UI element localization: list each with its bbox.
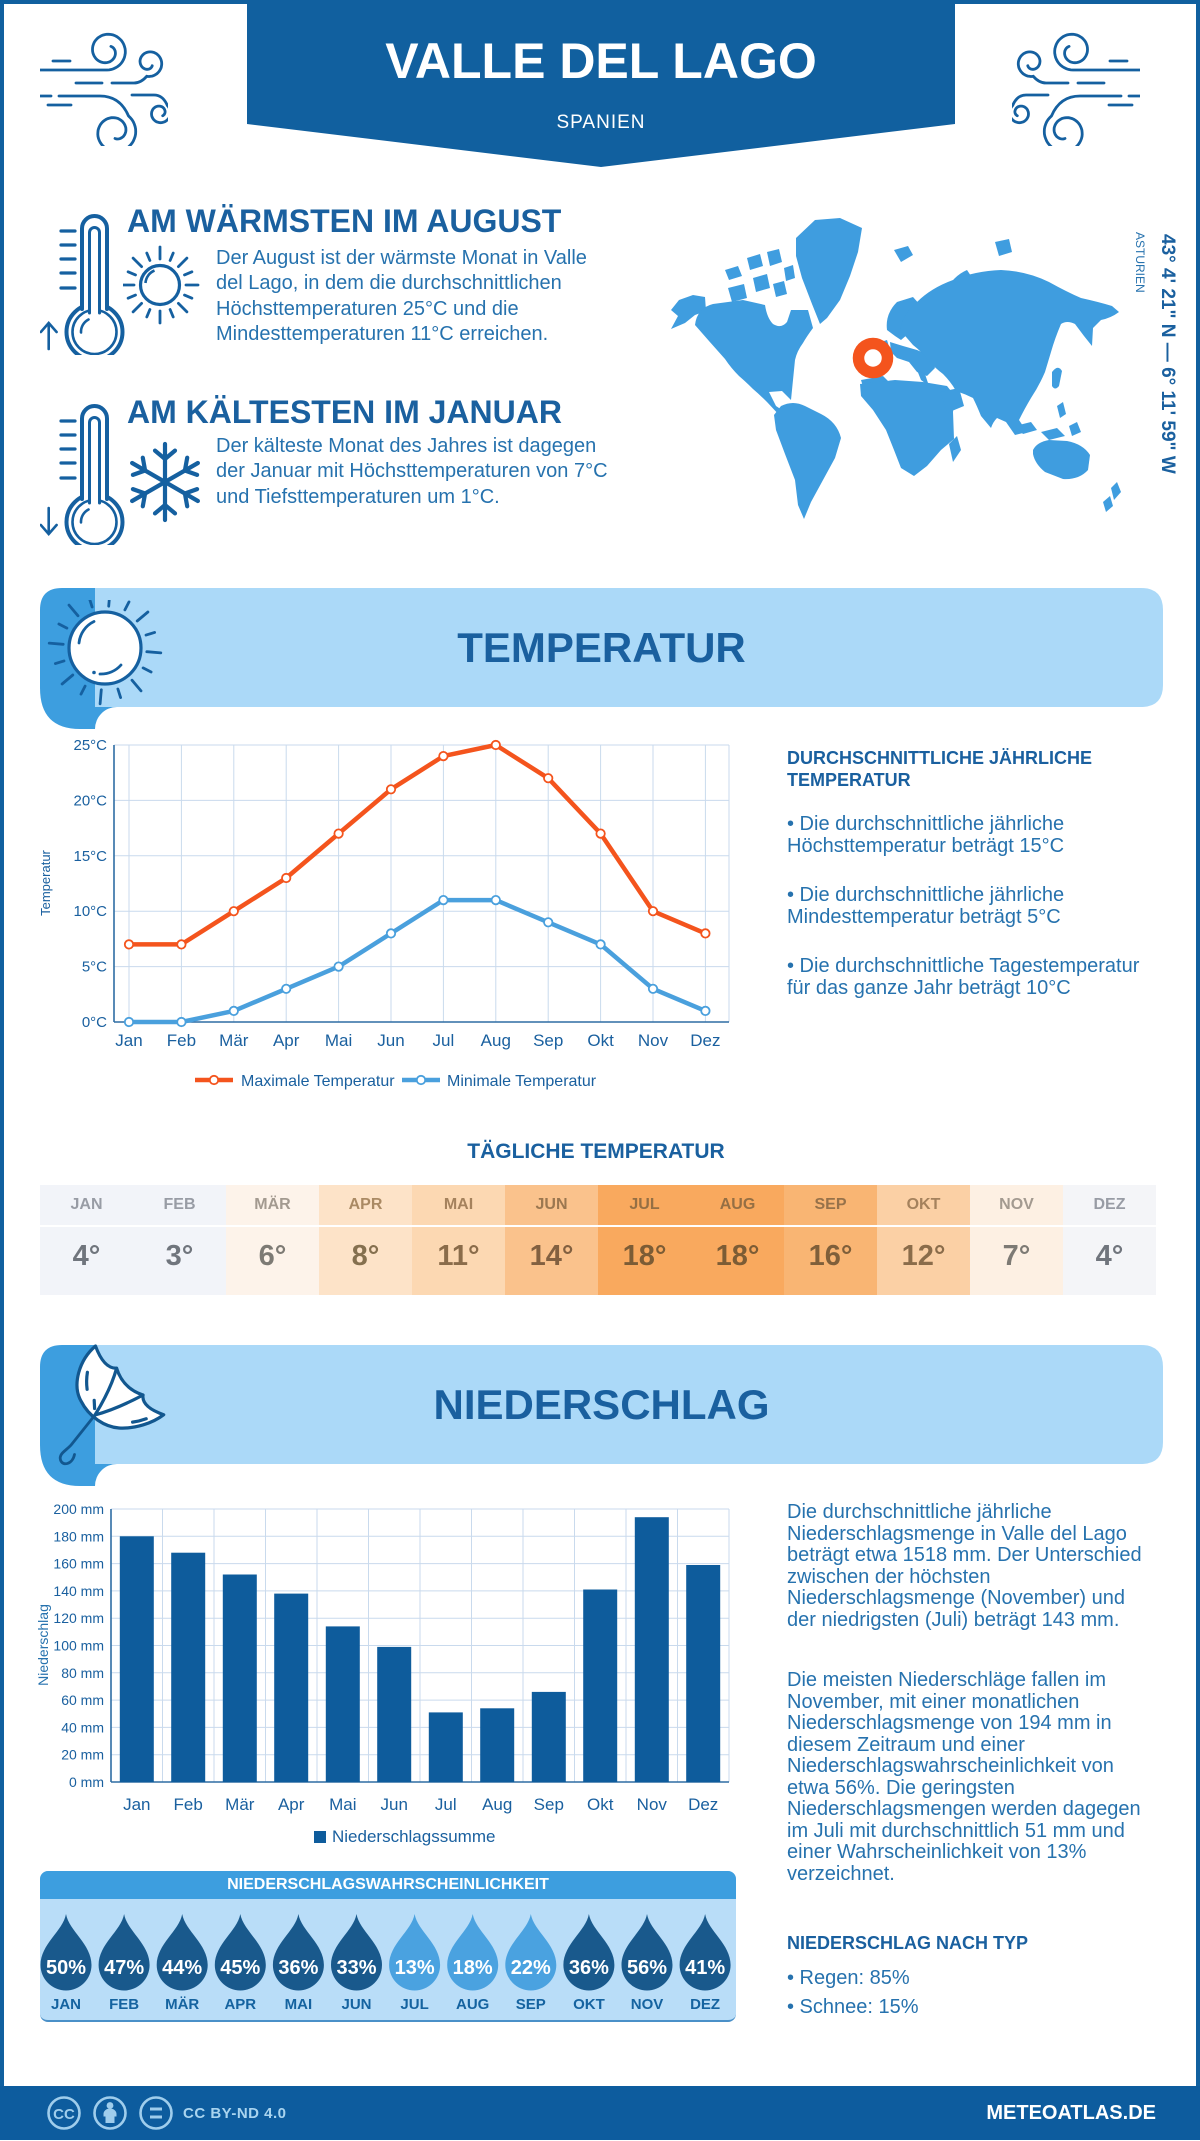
svg-text:56%: 56% [627,1957,667,1979]
svg-text:JUN: JUN [341,1996,371,2013]
svg-text:JAN: JAN [51,1996,81,2013]
svg-text:22%: 22% [511,1957,551,1979]
svg-text:SEP: SEP [516,1996,546,2013]
svg-text:33%: 33% [336,1957,376,1979]
svg-text:Dez: Dez [690,1031,720,1050]
svg-text:50%: 50% [46,1957,86,1979]
svg-text:Maximale Temperatur: Maximale Temperatur [241,1073,395,1090]
svg-text:Feb: Feb [174,1795,203,1814]
svg-text:36%: 36% [278,1957,318,1979]
svg-text:140 mm: 140 mm [53,1583,104,1599]
svg-text:NOV: NOV [631,1996,664,2013]
svg-text:5°C: 5°C [82,959,107,976]
svg-text:Okt: Okt [587,1795,614,1814]
svg-text:Okt: Okt [587,1031,614,1050]
svg-text:DEZ: DEZ [690,1996,720,2013]
svg-text:Sep: Sep [533,1031,563,1050]
svg-text:Niederschlag: Niederschlag [35,1604,51,1686]
svg-text:13%: 13% [395,1957,435,1979]
svg-text:0°C: 0°C [82,1014,107,1031]
svg-text:18%: 18% [453,1957,493,1979]
svg-text:120 mm: 120 mm [53,1610,104,1626]
svg-text:AUG: AUG [456,1996,489,2013]
svg-text:MAI: MAI [285,1996,313,2013]
svg-text:20 mm: 20 mm [61,1747,104,1763]
svg-text:Sep: Sep [534,1795,564,1814]
svg-text:OKT: OKT [573,1996,605,2013]
svg-text:0 mm: 0 mm [69,1774,104,1790]
svg-text:Minimale Temperatur: Minimale Temperatur [447,1073,597,1090]
svg-text:Mär: Mär [219,1031,249,1050]
svg-text:10°C: 10°C [73,903,107,920]
svg-text:160 mm: 160 mm [53,1556,104,1572]
svg-text:Niederschlagssumme: Niederschlagssumme [332,1827,495,1846]
svg-text:36%: 36% [569,1957,609,1979]
svg-text:Jan: Jan [123,1795,150,1814]
svg-text:Aug: Aug [481,1031,511,1050]
svg-text:Mai: Mai [329,1795,356,1814]
svg-text:Dez: Dez [688,1795,718,1814]
svg-text:80 mm: 80 mm [61,1665,104,1681]
svg-text:15°C: 15°C [73,848,107,865]
svg-text:Jan: Jan [115,1031,142,1050]
svg-text:Aug: Aug [482,1795,512,1814]
svg-text:20°C: 20°C [73,792,107,809]
svg-text:180 mm: 180 mm [53,1528,104,1544]
svg-text:Apr: Apr [278,1795,305,1814]
svg-text:25°C: 25°C [73,737,107,754]
svg-text:Jun: Jun [377,1031,404,1050]
svg-text:APR: APR [224,1996,256,2013]
svg-text:40 mm: 40 mm [61,1719,104,1735]
svg-text:JUL: JUL [400,1996,428,2013]
svg-text:60 mm: 60 mm [61,1692,104,1708]
svg-text:47%: 47% [104,1957,144,1979]
svg-text:Temperatur: Temperatur [40,849,53,915]
svg-text:100 mm: 100 mm [53,1638,104,1654]
svg-text:Jul: Jul [433,1031,455,1050]
svg-text:Mai: Mai [325,1031,352,1050]
svg-text:Jul: Jul [435,1795,457,1814]
svg-text:FEB: FEB [109,1996,139,2013]
svg-text:Nov: Nov [637,1795,668,1814]
svg-text:Mär: Mär [225,1795,255,1814]
svg-text:Nov: Nov [638,1031,669,1050]
svg-text:45%: 45% [220,1957,260,1979]
svg-text:Jun: Jun [380,1795,407,1814]
svg-text:Feb: Feb [167,1031,196,1050]
svg-text:CC: CC [53,2106,75,2123]
svg-text:41%: 41% [685,1957,725,1979]
svg-text:MÄR: MÄR [165,1996,199,2013]
svg-text:200 mm: 200 mm [53,1501,104,1517]
svg-text:44%: 44% [162,1957,202,1979]
svg-text:Apr: Apr [273,1031,300,1050]
